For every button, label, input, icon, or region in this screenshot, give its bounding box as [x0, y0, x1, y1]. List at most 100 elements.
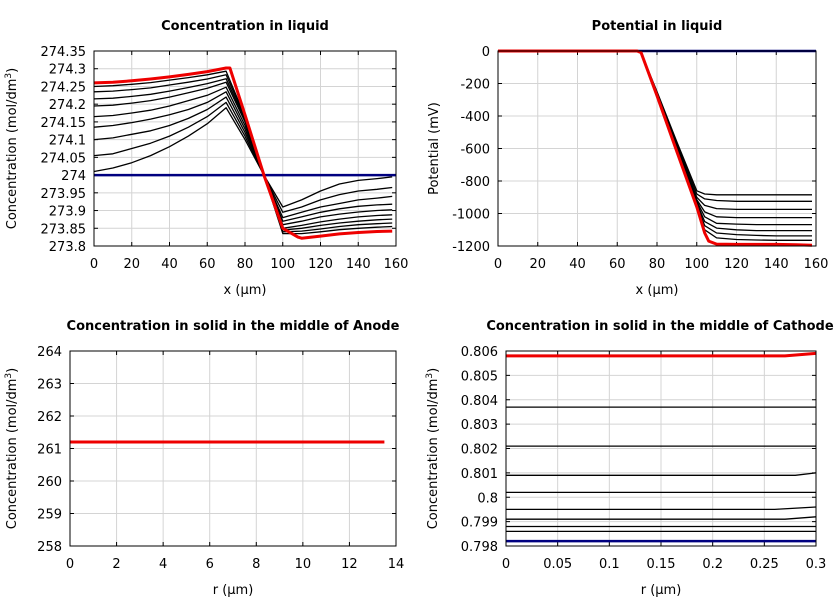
x-tick-label: 0.25 — [750, 557, 779, 572]
chart-4: 0 0.05 0.1 0.15 0.2 0.25 0.3 0.798 0.799 0.8 0.801… — [425, 319, 834, 598]
series-line — [498, 50, 812, 202]
series-line — [94, 96, 393, 219]
y-tick-label: 260 — [37, 475, 62, 490]
x-tick-label: 0 — [502, 557, 510, 572]
series-line — [498, 50, 812, 196]
series-group — [506, 351, 816, 543]
y-tick-label: 274.05 — [41, 151, 87, 166]
y-tick-label: 263 — [37, 378, 62, 393]
y-tick-label: 262 — [37, 410, 62, 425]
x-tick-label: 140 — [346, 257, 371, 272]
x-tick-label: 80 — [649, 257, 666, 272]
x-tick-label: 12 — [341, 557, 358, 572]
x-tick-label: 100 — [270, 257, 295, 272]
x-tick-label: 20 — [529, 257, 546, 272]
x-axis-label: r (µm) — [641, 583, 682, 598]
x-tick-label: 120 — [308, 257, 333, 272]
series-line — [94, 101, 393, 213]
x-tick-label: 0.1 — [599, 557, 620, 572]
plot-frame — [93, 50, 397, 247]
x-tick-label: 14 — [388, 557, 405, 572]
x-tick-label: 10 — [295, 557, 312, 572]
x-tick-label: 120 — [724, 257, 749, 272]
series-line — [94, 107, 393, 208]
series-line-final — [498, 49, 813, 247]
x-tick-label: 20 — [123, 257, 140, 272]
y-axis-label: Potential (mV) — [427, 102, 442, 195]
series-line — [94, 86, 393, 226]
series-line — [498, 50, 812, 241]
chart-1: 0 20 40 60 80 100 120 140 160 273.8 273.85 273.9 273… — [4, 19, 408, 298]
chart-title: Potential in liquid — [592, 19, 723, 34]
plot-frame — [69, 350, 397, 547]
x-tick-label: 4 — [159, 557, 167, 572]
x-tick-label: 40 — [161, 257, 178, 272]
y-axis-label: Concentration (mol/dm3) — [425, 368, 441, 530]
x-tick-label: 140 — [764, 257, 789, 272]
plot-frame — [497, 50, 817, 247]
series-line — [498, 50, 812, 219]
y-tick-label: 0.805 — [461, 369, 498, 384]
series-line — [506, 472, 816, 476]
x-tick-label: 0.15 — [647, 557, 676, 572]
y-axis-label: Concentration (mol/dm3) — [4, 368, 20, 530]
y-tick-label: 273.9 — [49, 205, 86, 220]
y-tick-label: 0.806 — [461, 345, 498, 360]
x-tick-label: 60 — [199, 257, 216, 272]
y-tick-label: 273.8 — [49, 240, 86, 255]
y-tick-label: 0.799 — [461, 516, 498, 531]
y-tick-label: -200 — [460, 78, 490, 93]
y-tick-label: 274.15 — [41, 116, 87, 131]
chart-3: 0 2 4 6 8 10 12 14 258 259 260 261 262 263 264 Concentr… — [4, 319, 404, 598]
x-tick-label: 60 — [609, 257, 626, 272]
x-tick-label: 0 — [90, 257, 98, 272]
x-axis-label: x (µm) — [636, 283, 679, 298]
chart-title: Concentration in solid in the middle of … — [67, 319, 400, 334]
series-line — [498, 50, 812, 211]
series-line-final — [94, 66, 393, 240]
series-group — [94, 66, 396, 240]
y-tick-label: 274 — [61, 169, 86, 184]
series-line — [506, 516, 816, 520]
x-tick-label: 160 — [384, 257, 409, 272]
chart-title: Concentration in solid in the middle of … — [486, 319, 834, 334]
x-tick-label: 2 — [112, 557, 120, 572]
y-tick-label: 259 — [37, 508, 62, 523]
chart-2: 0 20 40 60 80 100 120 140 160 0 -200 -400 -600 -800 -1… — [427, 19, 828, 298]
y-tick-label: 0 — [482, 45, 490, 60]
y-tick-label: 0.802 — [461, 443, 498, 458]
x-tick-label: 0.3 — [806, 557, 827, 572]
y-tick-label: 258 — [37, 540, 62, 555]
y-tick-label: 274.25 — [41, 80, 87, 95]
series-line — [94, 91, 393, 222]
y-tick-label: 273.85 — [41, 222, 87, 237]
x-tick-label: 80 — [237, 257, 254, 272]
y-axis-label: Concentration (mol/dm3) — [4, 68, 20, 230]
x-tick-label: 6 — [206, 557, 214, 572]
y-tick-label: -400 — [460, 110, 490, 125]
series-line — [498, 50, 812, 237]
x-tick-label: 100 — [684, 257, 709, 272]
y-tick-label: 274.3 — [49, 63, 86, 78]
x-tick-label: 0.05 — [543, 557, 572, 572]
y-tick-label: -1200 — [452, 240, 490, 255]
x-tick-label: 0 — [494, 257, 502, 272]
x-tick-label: 160 — [804, 257, 829, 272]
x-axis-label: r (µm) — [213, 583, 254, 598]
y-tick-label: 0.804 — [461, 394, 498, 409]
y-tick-label: 0.803 — [461, 418, 498, 433]
series-line — [498, 50, 812, 232]
x-tick-label: 0.2 — [702, 557, 723, 572]
y-tick-label: -800 — [460, 175, 490, 190]
y-tick-label: 0.801 — [461, 467, 498, 482]
y-tick-label: 273.95 — [41, 187, 87, 202]
y-tick-label: -1000 — [452, 208, 490, 223]
series-line-final — [506, 351, 816, 358]
x-tick-label: 40 — [569, 257, 586, 272]
chart-title: Concentration in liquid — [161, 19, 329, 34]
plot-frame — [505, 350, 817, 547]
y-tick-label: 0.798 — [461, 540, 498, 555]
y-tick-label: -600 — [460, 143, 490, 158]
y-tick-label: 274.2 — [49, 98, 86, 113]
